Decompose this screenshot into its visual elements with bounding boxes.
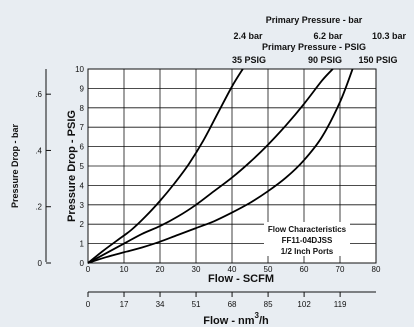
x-axis-label: Flow - SCFM <box>208 273 274 285</box>
secondary-x-tick-label: 17 <box>120 300 129 309</box>
x-tick-label: 50 <box>264 265 273 274</box>
secondary-x-tick-label: 34 <box>156 300 165 309</box>
x-tick-label: 70 <box>336 265 345 274</box>
y-axis-label: Pressure Drop - PSIG <box>66 110 78 222</box>
psig-value-label: 35 PSIG <box>232 55 266 65</box>
y-tick-label: 0 <box>80 259 85 268</box>
secondary-y-tick-label: .6 <box>35 90 42 99</box>
secondary-x-tick-label: 102 <box>297 300 311 309</box>
annotation-box <box>264 222 350 256</box>
x-tick-label: 20 <box>156 265 165 274</box>
curve-35-psig <box>87 68 244 264</box>
y-tick-label: 8 <box>80 104 85 113</box>
annotation-line-3: 1/2 Inch Ports <box>281 247 334 256</box>
bar-value-label: 6.2 bar <box>313 31 343 41</box>
psig-value-label: 90 PSIG <box>308 55 342 65</box>
y-tick-label: 3 <box>80 201 85 210</box>
secondary-x-tick-label: 68 <box>228 300 237 309</box>
primary-pressure-bar-title: Primary Pressure - bar <box>266 15 363 25</box>
secondary-x-tick-label: 51 <box>192 300 201 309</box>
x-tick-label: 60 <box>300 265 309 274</box>
y-tick-label: 7 <box>80 123 85 132</box>
bar-value-label: 2.4 bar <box>233 31 263 41</box>
primary-pressure-psig-title: Primary Pressure - PSIG <box>262 42 366 52</box>
bar-value-label: 10.3 bar <box>372 31 407 41</box>
secondary-y-tick-label: 0 <box>38 259 43 268</box>
y-tick-label: 6 <box>80 143 85 152</box>
curve-90-psig <box>87 68 334 264</box>
x-tick-label: 10 <box>120 265 129 274</box>
x-tick-label: 80 <box>372 265 381 274</box>
secondary-x-tick-label: 0 <box>86 300 91 309</box>
x-tick-label: 0 <box>86 265 91 274</box>
y-tick-label: 1 <box>80 240 85 249</box>
y-tick-label: 4 <box>80 181 85 190</box>
psig-value-label: 150 PSIG <box>358 55 397 65</box>
y-tick-label: 9 <box>80 84 85 93</box>
secondary-x-axis-label: Flow - nm3/h <box>203 311 269 327</box>
annotation-line-1: Flow Characteristics <box>268 225 347 234</box>
secondary-x-tick-label: 119 <box>334 300 347 309</box>
y-tick-label: 2 <box>80 220 85 229</box>
x-tick-label: 40 <box>228 265 237 274</box>
y-tick-label: 5 <box>80 162 85 171</box>
secondary-x-tick-label: 85 <box>264 300 273 309</box>
y-tick-label: 10 <box>75 65 84 74</box>
annotation-line-2: FF11-04DJSS <box>282 236 333 245</box>
secondary-y-tick-label: .4 <box>35 146 42 155</box>
curve-150-psig <box>87 68 354 264</box>
x-tick-label: 30 <box>192 265 201 274</box>
secondary-y-tick-label: .2 <box>35 203 42 212</box>
secondary-y-axis-label: Pressure Drop - bar <box>10 123 20 208</box>
